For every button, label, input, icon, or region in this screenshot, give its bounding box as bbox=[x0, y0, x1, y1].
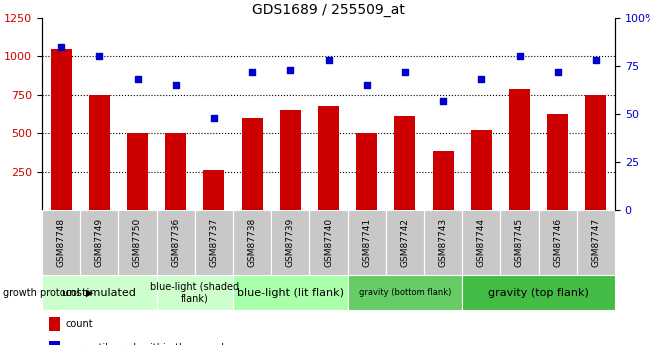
Point bbox=[94, 53, 105, 59]
Text: GSM87740: GSM87740 bbox=[324, 218, 333, 267]
Bar bbox=[547, 114, 568, 210]
Point bbox=[552, 69, 563, 75]
Point bbox=[247, 69, 257, 75]
Bar bbox=[386, 210, 424, 275]
Bar bbox=[233, 275, 348, 310]
Point bbox=[133, 77, 143, 82]
Text: GSM87738: GSM87738 bbox=[248, 218, 257, 267]
Text: GSM87741: GSM87741 bbox=[362, 218, 371, 267]
Bar bbox=[80, 210, 118, 275]
Text: GSM87745: GSM87745 bbox=[515, 218, 524, 267]
Bar bbox=[118, 210, 157, 275]
Point bbox=[323, 58, 333, 63]
Text: GSM87736: GSM87736 bbox=[171, 218, 180, 267]
Bar bbox=[433, 151, 454, 210]
Bar bbox=[165, 133, 186, 210]
Text: percentile rank within the sample: percentile rank within the sample bbox=[66, 343, 230, 345]
Point bbox=[361, 82, 372, 88]
Bar bbox=[471, 130, 492, 210]
Bar bbox=[586, 95, 606, 210]
Point bbox=[170, 82, 181, 88]
Text: gravity (top flank): gravity (top flank) bbox=[488, 287, 589, 297]
Bar bbox=[348, 275, 462, 310]
Bar bbox=[203, 170, 224, 210]
Text: blue-light (lit flank): blue-light (lit flank) bbox=[237, 287, 344, 297]
Point bbox=[209, 115, 219, 121]
Text: growth protocol  ▶: growth protocol ▶ bbox=[3, 287, 94, 297]
Text: GSM87748: GSM87748 bbox=[57, 218, 66, 267]
Bar bbox=[233, 210, 271, 275]
Point bbox=[285, 67, 296, 72]
Bar bbox=[51, 49, 72, 210]
Bar bbox=[127, 133, 148, 210]
Point bbox=[476, 77, 486, 82]
Bar bbox=[318, 106, 339, 210]
Text: GSM87747: GSM87747 bbox=[592, 218, 601, 267]
Text: unstimulated: unstimulated bbox=[62, 287, 136, 297]
Point bbox=[438, 98, 448, 103]
Bar bbox=[280, 110, 301, 210]
Bar bbox=[462, 210, 500, 275]
Bar bbox=[395, 116, 415, 210]
Bar bbox=[242, 118, 263, 210]
Bar bbox=[42, 275, 157, 310]
Bar bbox=[195, 210, 233, 275]
Text: gravity (bottom flank): gravity (bottom flank) bbox=[359, 288, 451, 297]
Bar bbox=[577, 210, 615, 275]
Text: blue-light (shaded
flank): blue-light (shaded flank) bbox=[150, 282, 239, 303]
Bar bbox=[309, 210, 348, 275]
Text: GSM87737: GSM87737 bbox=[209, 218, 218, 267]
Text: GSM87739: GSM87739 bbox=[286, 218, 295, 267]
Text: GSM87744: GSM87744 bbox=[477, 218, 486, 267]
Bar bbox=[42, 210, 80, 275]
Bar bbox=[509, 89, 530, 210]
Text: GSM87743: GSM87743 bbox=[439, 218, 448, 267]
Bar bbox=[356, 133, 377, 210]
Bar bbox=[89, 95, 110, 210]
Text: GSM87746: GSM87746 bbox=[553, 218, 562, 267]
Text: count: count bbox=[66, 319, 93, 329]
Point bbox=[514, 53, 525, 59]
Point bbox=[400, 69, 410, 75]
Bar bbox=[500, 210, 539, 275]
Bar bbox=[348, 210, 386, 275]
Text: GSM87742: GSM87742 bbox=[400, 218, 410, 267]
Bar bbox=[424, 210, 462, 275]
Bar bbox=[271, 210, 309, 275]
Title: GDS1689 / 255509_at: GDS1689 / 255509_at bbox=[252, 3, 405, 17]
Point bbox=[591, 58, 601, 63]
Point bbox=[56, 44, 66, 50]
Bar bbox=[462, 275, 615, 310]
Bar bbox=[157, 275, 233, 310]
Text: GSM87750: GSM87750 bbox=[133, 218, 142, 267]
Text: GSM87749: GSM87749 bbox=[95, 218, 104, 267]
Bar bbox=[539, 210, 577, 275]
Bar bbox=[157, 210, 195, 275]
